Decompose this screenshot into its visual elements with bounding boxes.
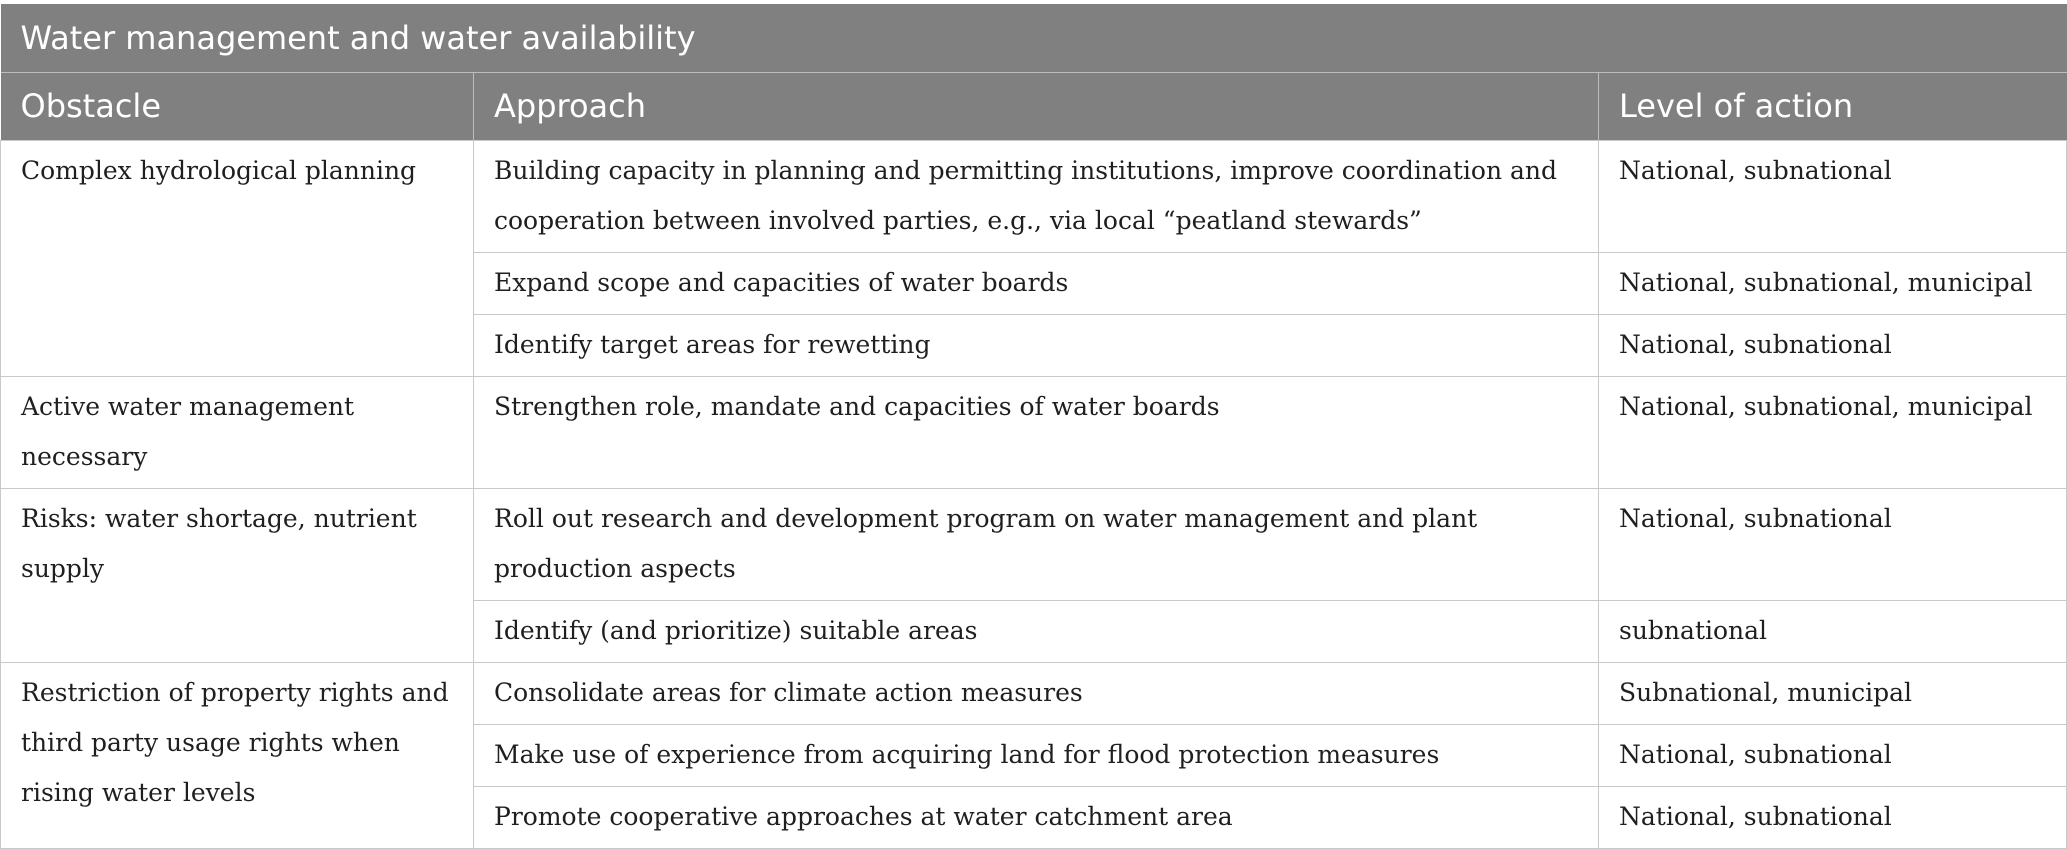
- table-row: Complex hydrological planning Building c…: [0, 139, 2067, 377]
- level-cell: National, subnational, municipal: [1598, 251, 2067, 315]
- level-cell: National, subnational: [1598, 723, 2067, 787]
- table-container: Water management and water availability …: [0, 4, 2067, 849]
- approach-cell: Expand scope and capacities of water boa…: [473, 251, 1599, 315]
- level-cell: National, subnational: [1598, 139, 2067, 253]
- approach-cell: Strengthen role, mandate and capacities …: [473, 375, 1599, 489]
- header-level-of-action: Level of action: [1598, 72, 2067, 140]
- table-row: Risks: water shortage, nutrient supply R…: [0, 487, 2067, 663]
- obstacle-cell: Risks: water shortage, nutrient supply: [0, 487, 474, 663]
- level-cell: National, subnational, municipal: [1598, 375, 2067, 489]
- approach-cell: Identify target areas for rewetting: [473, 313, 1599, 377]
- header-obstacle: Obstacle: [0, 72, 474, 140]
- approach-cell: Building capacity in planning and permit…: [473, 139, 1599, 253]
- obstacle-cell: Complex hydrological planning: [0, 139, 474, 377]
- approach-cell: Consolidate areas for climate action mea…: [473, 661, 1599, 725]
- level-cell: Subnational, municipal: [1598, 661, 2067, 725]
- approach-cell: Identify (and prioritize) suitable areas: [473, 599, 1599, 663]
- approach-cell: Roll out research and development progra…: [473, 487, 1599, 601]
- table-title-row: Water management and water availability: [0, 4, 2067, 73]
- header-approach: Approach: [473, 72, 1599, 140]
- obstacle-cell: Active water management necessary: [0, 375, 474, 489]
- table-row: Active water management necessary Streng…: [0, 375, 2067, 489]
- obstacle-cell: Restriction of property rights and third…: [0, 661, 474, 849]
- level-cell: National, subnational: [1598, 487, 2067, 601]
- level-cell: National, subnational: [1598, 785, 2067, 849]
- approach-cell: Promote cooperative approaches at water …: [473, 785, 1599, 849]
- water-management-table: Water management and water availability …: [0, 4, 2067, 849]
- table-title: Water management and water availability: [0, 4, 2067, 73]
- table-row: Expand scope and capacities of water boa…: [1, 251, 2067, 315]
- approach-cell: Make use of experience from acquiring la…: [473, 723, 1599, 787]
- level-cell: National, subnational: [1598, 313, 2067, 377]
- table-header-row: Obstacle Approach Level of action: [0, 72, 2067, 140]
- table-row: Restriction of property rights and third…: [0, 661, 2067, 849]
- level-cell: subnational: [1598, 599, 2067, 663]
